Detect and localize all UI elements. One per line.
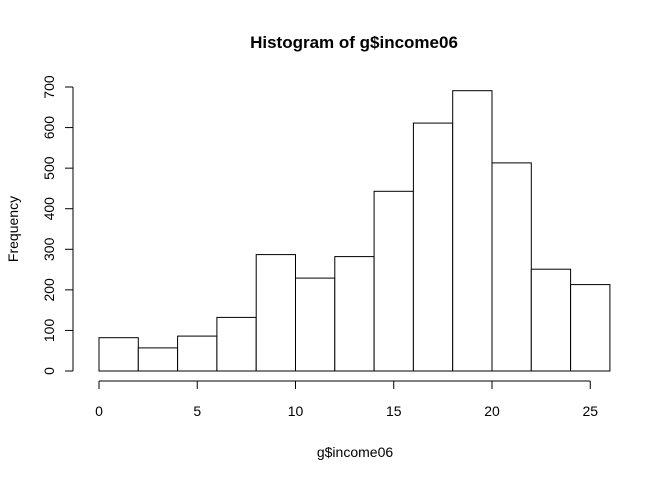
- x-tick-label: 20: [484, 403, 500, 419]
- histogram-bar: [334, 256, 375, 372]
- y-tick-label: 600: [41, 116, 57, 140]
- y-tick-label: 400: [41, 197, 57, 221]
- x-tick-label: 5: [193, 403, 201, 419]
- histogram-bar: [412, 122, 454, 372]
- histogram-bar: [216, 316, 257, 372]
- histogram-bar: [373, 190, 414, 372]
- y-tick-label: 200: [41, 278, 57, 302]
- y-axis-label: Frequency: [5, 196, 21, 262]
- x-tick-label: 10: [288, 403, 304, 419]
- y-tick-label: 100: [41, 319, 57, 343]
- y-tick-label: 500: [41, 156, 57, 180]
- bars-group: [98, 90, 611, 372]
- x-tick-label: 0: [95, 403, 103, 419]
- histogram-bar: [98, 337, 139, 372]
- histogram-bar: [452, 90, 493, 372]
- x-tick-label: 25: [582, 403, 598, 419]
- y-tick-label: 300: [41, 237, 57, 261]
- y-axis: 0 100 200 300 400 500 600 700: [41, 75, 74, 375]
- histogram-bar: [137, 347, 179, 372]
- x-tick-label: 15: [386, 403, 402, 419]
- histogram-bar: [295, 277, 336, 372]
- histogram-bar: [530, 268, 572, 372]
- histogram-bar: [491, 162, 532, 372]
- histogram-bar: [177, 335, 218, 372]
- x-axis: 0 5 10 15 20 25: [95, 380, 598, 419]
- histogram-bar: [570, 284, 611, 372]
- x-axis-label: g$income06: [317, 444, 393, 460]
- chart-title: Histogram of g$income06: [250, 33, 458, 52]
- y-tick-label: 0: [41, 367, 57, 375]
- histogram-bar: [255, 254, 297, 372]
- y-tick-label: 700: [41, 75, 57, 99]
